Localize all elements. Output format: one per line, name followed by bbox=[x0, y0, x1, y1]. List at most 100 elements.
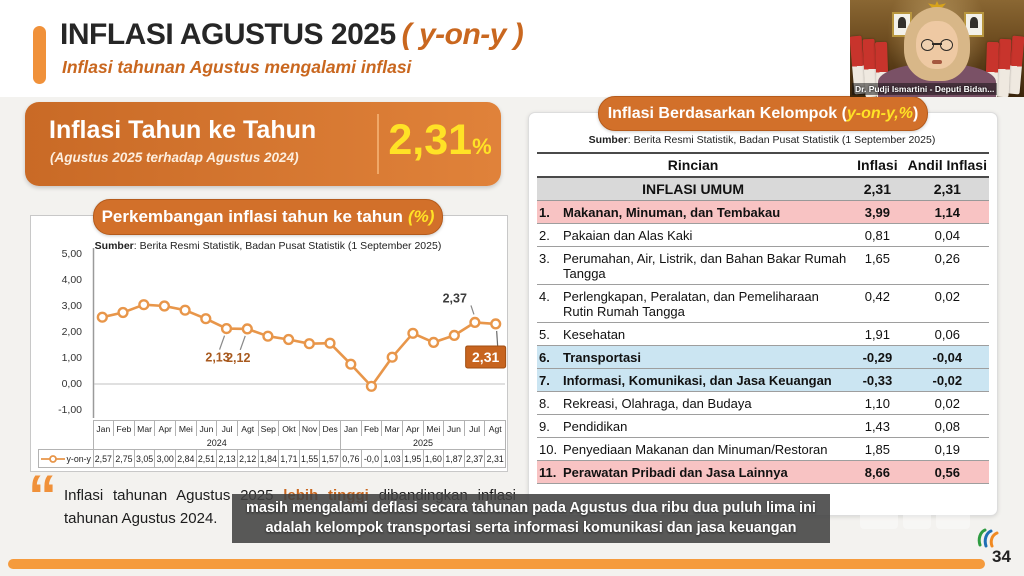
month-label: Apr bbox=[154, 420, 176, 436]
data-value-cell: 0,76 bbox=[340, 449, 362, 468]
speaker-glasses bbox=[920, 39, 954, 51]
y-tick-label: 3,00 bbox=[61, 299, 82, 312]
month-label: Okt bbox=[278, 420, 300, 436]
data-value-cell: 2,84 bbox=[175, 449, 197, 468]
data-value-cell: 1,71 bbox=[278, 449, 300, 468]
headline-value: 2,31% bbox=[388, 116, 492, 164]
watermark-shape bbox=[903, 505, 931, 529]
month-label: Des bbox=[319, 420, 341, 436]
data-value-cell: 1,84 bbox=[257, 449, 280, 468]
page-subtitle: Inflasi tahunan Agustus mengalami inflas… bbox=[62, 57, 412, 77]
y-tick-label: 5,00 bbox=[61, 247, 82, 260]
year-label: 2024 bbox=[92, 436, 341, 450]
data-value-cell: 3,00 bbox=[154, 449, 176, 468]
month-label: Mei bbox=[422, 420, 445, 436]
table-row: 11. Perawatan Pribadi dan Jasa Lainnya 8,6… bbox=[537, 460, 989, 484]
page-title: INFLASI AGUSTUS 2025( y-on-y ) bbox=[60, 18, 524, 52]
data-value-cell: 2,37 bbox=[463, 449, 486, 468]
y-tick-label: 2,00 bbox=[61, 325, 82, 338]
title-accent-bar bbox=[33, 26, 46, 84]
group-table-source: Sumber: Berita Resmi Statistik, Badan Pu… bbox=[588, 134, 936, 146]
live-caption-overlay: masih mengalami deflasi secara tahunan p… bbox=[232, 494, 830, 543]
svg-text:2,37: 2,37 bbox=[443, 291, 467, 305]
table-summary-row: INFLASI UMUM 2,31 2,31 bbox=[537, 177, 989, 201]
data-value-cell: -0,0 bbox=[360, 449, 383, 468]
series-legend: y-on-y bbox=[38, 449, 94, 468]
chart-month-table: Jan Feb Mar Apr Mei Jun Jul Agt Sep Okt Nov Des Jan F… bbox=[38, 420, 506, 468]
page-number: 34 bbox=[992, 547, 1011, 566]
y-tick-label: 4,00 bbox=[61, 273, 82, 286]
data-value-cell: 2,75 bbox=[113, 449, 135, 468]
watermark-shape bbox=[860, 505, 898, 529]
headline-subtitle: (Agustus 2025 terhadap Agustus 2024) bbox=[50, 150, 299, 165]
month-label: Mei bbox=[175, 420, 197, 436]
month-label: Apr bbox=[401, 420, 424, 436]
speaker-mouth bbox=[932, 60, 942, 64]
month-label: Jan bbox=[340, 420, 362, 436]
month-label: Feb bbox=[360, 420, 383, 436]
chart-title: Perkembangan inflasi tahun ke tahun bbox=[101, 207, 403, 226]
group-table-title-unit: y-on-y,% bbox=[846, 104, 913, 122]
headline-inflation-box: Inflasi Tahun ke Tahun (Agustus 2025 ter… bbox=[25, 102, 501, 186]
data-value-cell: 1,60 bbox=[422, 449, 445, 468]
data-value-cell: 1,95 bbox=[401, 449, 424, 468]
month-label: Mar bbox=[381, 420, 403, 436]
table-row: 9. Pendidikan 1,43 0,08 bbox=[537, 414, 989, 438]
data-value-cell: 1,03 bbox=[381, 449, 403, 468]
chart-title-unit: (%) bbox=[407, 207, 435, 226]
watermark-shape bbox=[936, 505, 970, 529]
y-tick-label: 1,00 bbox=[61, 351, 82, 364]
table-row: 8. Rekreasi, Olahraga, dan Budaya 1,10 0,02 bbox=[537, 391, 989, 415]
month-label: Jan bbox=[92, 420, 115, 436]
table-row: 7. Informasi, Komunikasi, dan Jasa Keuang… bbox=[537, 368, 989, 392]
headline-divider bbox=[377, 114, 379, 174]
webcam-video: Dr. Pudji Ismartini - Deputi Bidan... bbox=[850, 0, 1024, 97]
month-label: Feb bbox=[113, 420, 135, 436]
data-value-cell: 2,57 bbox=[92, 449, 115, 468]
webcam-name-caption: Dr. Pudji Ismartini - Deputi Bidan... bbox=[852, 83, 998, 95]
y-tick-label: 0,00 bbox=[61, 377, 82, 390]
headline-title: Inflasi Tahun ke Tahun bbox=[49, 116, 317, 144]
month-label: Jun bbox=[443, 420, 465, 436]
data-value-cell: 2,51 bbox=[195, 449, 218, 468]
table-row: 6. Transportasi -0,29 -0,04 bbox=[537, 345, 989, 369]
month-label: Jun bbox=[195, 420, 218, 436]
year-label: 2025 bbox=[340, 436, 506, 450]
data-value-cell: 2,12 bbox=[236, 449, 259, 468]
data-value-cell: 3,05 bbox=[133, 449, 156, 468]
data-value-cell: 2,13 bbox=[216, 449, 238, 468]
data-value-cell: 1,57 bbox=[319, 449, 341, 468]
table-row: 3. Perumahan, Air, Listrik, dan Bahan Bak… bbox=[537, 246, 989, 285]
footer-accent-bar bbox=[8, 559, 985, 569]
table-row: 4. Perlengkapan, Peralatan, dan Pemelihar… bbox=[537, 284, 989, 323]
data-value-cell: 1,87 bbox=[443, 449, 465, 468]
month-label: Mar bbox=[133, 420, 156, 436]
quote-icon: “ bbox=[28, 464, 57, 529]
table-row: 2. Pakaian dan Alas Kaki 0,81 0,04 bbox=[537, 223, 989, 247]
month-label: Jul bbox=[216, 420, 238, 436]
svg-text:2,13: 2,13 bbox=[205, 351, 229, 365]
live-caption-line2: adalah kelompok transportasi serta infor… bbox=[265, 520, 797, 537]
month-label: Jul bbox=[463, 420, 486, 436]
group-inflation-table: Rincian Inflasi Andil Inflasi INFLASI UMUM 2… bbox=[537, 152, 989, 484]
bps-logo-icon bbox=[977, 528, 999, 548]
month-label: Sep bbox=[257, 420, 280, 436]
svg-text:2,12: 2,12 bbox=[226, 351, 250, 365]
page-title-main: INFLASI AGUSTUS 2025 bbox=[60, 18, 396, 51]
table-row: 5. Kesehatan 1,91 0,06 bbox=[537, 322, 989, 346]
table-row: 10. Penyediaan Makanan dan Minuman/Restor… bbox=[537, 437, 989, 461]
table-header-row: Rincian Inflasi Andil Inflasi bbox=[537, 152, 989, 178]
month-label: Agt bbox=[236, 420, 259, 436]
data-value-cell: 1,55 bbox=[298, 449, 321, 468]
page-title-paren: ( y-on-y ) bbox=[401, 18, 524, 51]
svg-text:2,31: 2,31 bbox=[472, 349, 499, 365]
data-value-cell: 2,31 bbox=[484, 449, 506, 468]
chart-title-pill: Perkembangan inflasi tahun ke tahun (%) bbox=[93, 199, 443, 235]
legend-marker-icon bbox=[40, 455, 65, 464]
chart-source: Sumber: Berita Resmi Statistik, Badan Pu… bbox=[94, 240, 442, 252]
table-row: 1. Makanan, Minuman, dan Tembakau 3,99 1,14 bbox=[537, 200, 989, 224]
chart-y-axis: 5,00 4,00 3,00 2,00 1,00 0,00 -1,00 bbox=[30, 248, 86, 418]
y-tick-label: -1,00 bbox=[58, 403, 82, 416]
month-value-table: Jan Feb Mar Apr Mei Jun Jul Agt Sep Okt Nov Des Jan F… bbox=[38, 420, 506, 468]
